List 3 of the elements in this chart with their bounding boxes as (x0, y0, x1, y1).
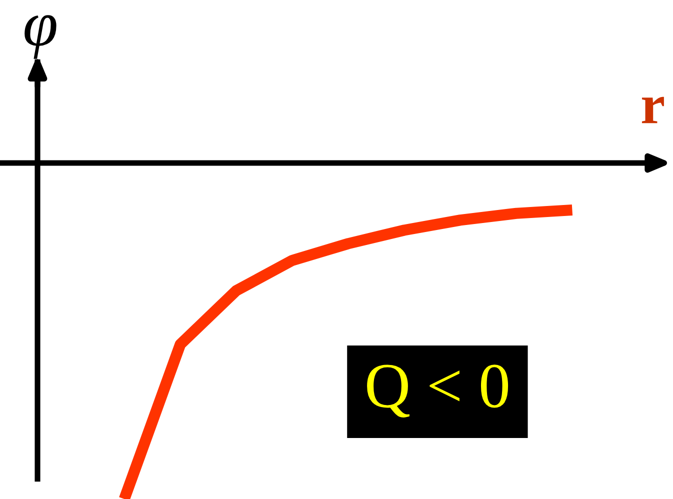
x-axis-title: r (642, 96, 664, 124)
y-axis-title: φ (24, 15, 56, 59)
annotation: Q < 0 (367, 364, 508, 418)
